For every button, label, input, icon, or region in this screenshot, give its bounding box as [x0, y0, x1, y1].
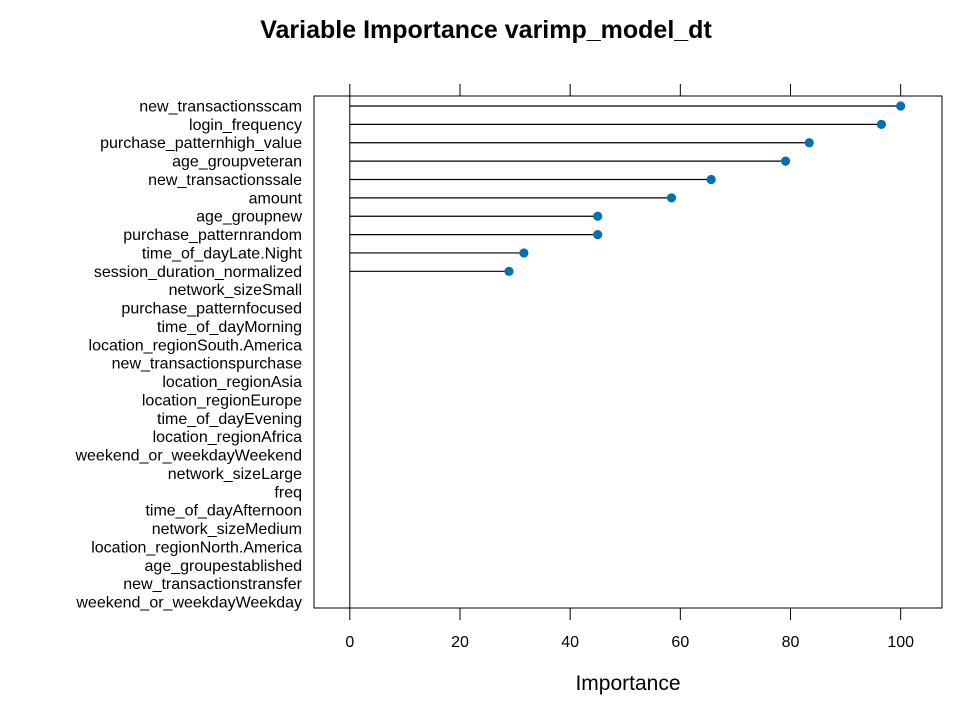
- category-label: location_regionEurope: [142, 392, 302, 409]
- category-label: time_of_dayEvening: [157, 411, 302, 428]
- category-label: weekend_or_weekdayWeekday: [75, 594, 302, 611]
- x-tick-label: 20: [451, 634, 469, 651]
- point-purchase_patternhigh_value: [804, 138, 814, 148]
- category-label: location_regionAsia: [162, 374, 302, 391]
- category-label: time_of_dayLate.Night: [142, 245, 303, 262]
- chart-title: Variable Importance varimp_model_dt: [260, 16, 712, 44]
- lollipop-stems: [349, 105, 901, 272]
- category-label: time_of_dayMorning: [157, 319, 302, 336]
- category-label: location_regionNorth.America: [91, 539, 302, 556]
- category-labels: new_transactionsscamlogin_frequencypurch…: [74, 99, 302, 612]
- category-label: new_transactionssale: [148, 172, 302, 189]
- category-label: login_frequency: [189, 117, 302, 134]
- category-label: purchase_patternfocused: [121, 301, 302, 318]
- category-label: age_groupveteran: [172, 154, 302, 171]
- point-purchase_patternrandom: [593, 229, 603, 240]
- point-amount: [666, 193, 677, 203]
- category-label: age_groupnew: [196, 209, 302, 226]
- x-tick-label: 80: [782, 634, 800, 651]
- category-label: network_sizeLarge: [168, 466, 302, 483]
- category-label: network_sizeMedium: [152, 521, 302, 538]
- point-new_transactionsscam: [896, 101, 906, 111]
- category-label: amount: [249, 190, 303, 207]
- category-label: purchase_patternhigh_value: [100, 135, 302, 152]
- category-label: freq: [274, 484, 302, 501]
- point-age_groupveteran: [780, 156, 791, 166]
- category-label: weekend_or_weekdayWeekend: [74, 448, 302, 465]
- category-label: location_regionSouth.America: [89, 337, 303, 354]
- x-tick-label: 60: [671, 634, 689, 651]
- point-new_transactionssale: [706, 174, 716, 185]
- x-tick-label: 40: [561, 634, 579, 651]
- x-tick-label: 0: [345, 634, 354, 651]
- category-label: session_duration_normalized: [94, 264, 302, 281]
- category-label: new_transactionstransfer: [123, 576, 302, 593]
- point-age_groupnew: [593, 211, 603, 221]
- plot-frame: [313, 95, 943, 609]
- bottom-axis-ticks: [349, 608, 902, 620]
- x-tick-labels: 0 20 40 60 80 100: [345, 634, 914, 651]
- x-tick-label: 100: [887, 634, 914, 651]
- point-login_frequency: [876, 119, 887, 129]
- category-label: new_transactionspurchase: [112, 356, 302, 373]
- category-label: time_of_dayAfternoon: [145, 503, 302, 520]
- point-session_duration_normalized: [504, 266, 514, 276]
- lollipop-points: [504, 101, 906, 276]
- category-label: age_groupestablished: [145, 558, 302, 575]
- category-label: network_sizeSmall: [169, 282, 302, 299]
- x-axis-label: Importance: [575, 672, 680, 695]
- category-label: new_transactionsscam: [139, 99, 302, 116]
- point-time_of_dayLate.Night: [519, 248, 529, 258]
- category-label: purchase_patternrandom: [123, 227, 302, 244]
- category-label: location_regionAfrica: [153, 429, 303, 446]
- top-axis-ticks: [349, 84, 902, 96]
